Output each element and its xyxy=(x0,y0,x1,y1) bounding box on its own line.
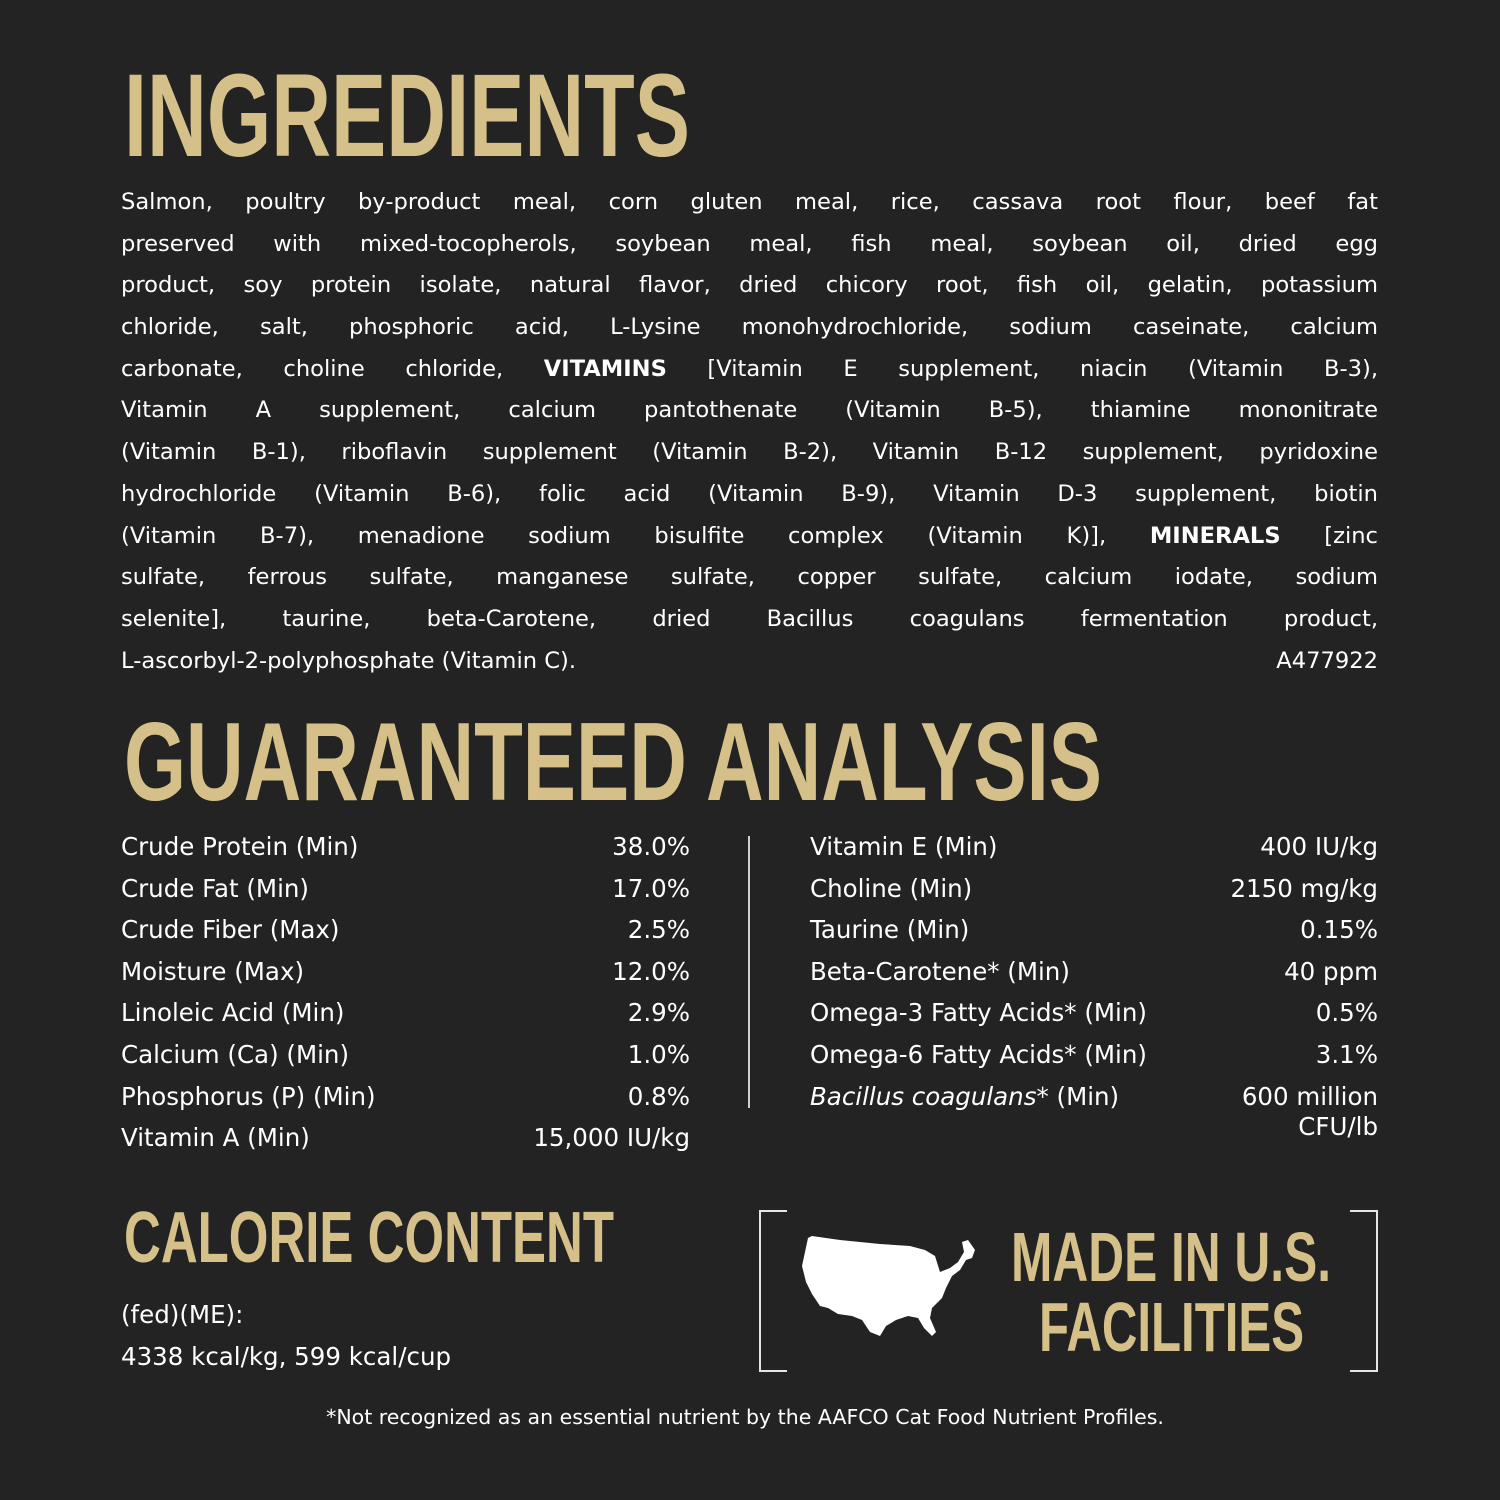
badge-bracket-left xyxy=(759,1210,787,1372)
ingredient-line: carbonate, choline chloride, VITAMINS [V… xyxy=(121,349,1378,391)
footnote: *Not recognized as an essential nutrient… xyxy=(326,1405,1164,1429)
analysis-right-column: Vitamin E (Min) 400 IU/kg Choline (Min) 215… xyxy=(810,826,1378,1159)
bacillus-qualifier: * (Min) xyxy=(1036,1081,1120,1111)
guaranteed-analysis-heading: GUARANTEED ANALYSIS xyxy=(124,700,1102,824)
ingredients-list: Salmon, poultry by-product meal, corn gl… xyxy=(121,182,1378,682)
nutrient-value: 38.0% xyxy=(612,832,690,861)
nutrient-label: Omega-3 Fatty Acids* (Min) xyxy=(810,998,1147,1028)
ingredient-text: L-ascorbyl-2-polyphosphate (Vitamin C). xyxy=(121,647,576,674)
bacillus-value-line1: 600 million xyxy=(1241,1081,1378,1111)
analysis-row: Beta-Carotene* (Min) 40 ppm xyxy=(810,951,1378,993)
nutrient-label: Omega-6 Fatty Acids* (Min) xyxy=(810,1039,1147,1069)
nutrient-value: 40 ppm xyxy=(1284,956,1378,986)
made-in-usa-line2: FACILITIES xyxy=(1039,1288,1304,1366)
calorie-basis: (fed)(ME): xyxy=(121,1300,244,1329)
nutrient-value: 2.9% xyxy=(627,998,690,1028)
analysis-row: Crude Fiber (Max) 2.5% xyxy=(121,909,690,951)
nutrient-label: Phosphorus (P) (Min) xyxy=(121,1081,376,1111)
nutrient-value: 600 million CFU/lb xyxy=(1242,1076,1378,1159)
analysis-row: Phosphorus (P) (Min) 0.8% xyxy=(121,1076,690,1118)
ingredient-text: sulfate, ferrous sulfate, manganese sulf… xyxy=(121,564,1378,591)
bacillus-value-line2: CFU/lb xyxy=(1298,1111,1378,1141)
analysis-row: Omega-6 Fatty Acids* (Min) 3.1% xyxy=(810,1034,1378,1076)
nutrient-label: Taurine (Min) xyxy=(810,915,970,945)
analysis-row: Calcium (Ca) (Min) 1.0% xyxy=(121,1034,690,1076)
analysis-row: Crude Fat (Min) 17.0% xyxy=(121,868,690,910)
ingredient-text: Salmon, poultry by-product meal, corn gl… xyxy=(121,189,1378,215)
made-in-usa-line1: MADE IN U.S. xyxy=(1011,1218,1331,1296)
nutrient-value: 400 IU/kg xyxy=(1260,832,1378,861)
ingredient-text: chloride, salt, phosphoric acid, L-Lysin… xyxy=(121,314,1378,341)
nutrient-value: 15,000 IU/kg xyxy=(533,1123,690,1153)
analysis-row: Crude Protein (Min) 38.0% xyxy=(121,826,690,868)
analysis-row: Linoleic Acid (Min) 2.9% xyxy=(121,992,690,1034)
ingredient-text: carbonate, choline chloride, xyxy=(121,355,544,382)
nutrient-label: Crude Protein (Min) xyxy=(121,832,359,861)
nutrient-value: 2150 mg/kg xyxy=(1230,873,1378,903)
calorie-values: 4338 kcal/kg, 599 kcal/cup xyxy=(121,1342,452,1371)
analysis-row: Moisture (Max) 12.0% xyxy=(121,951,690,993)
analysis-row: Taurine (Min) 0.15% xyxy=(810,909,1378,951)
ingredient-line: sulfate, ferrous sulfate, manganese sulf… xyxy=(121,557,1378,599)
ingredient-line: product, soy protein isolate, natural fl… xyxy=(121,265,1378,307)
nutrient-label: Linoleic Acid (Min) xyxy=(121,998,345,1028)
ingredients-heading: INGREDIENTS xyxy=(124,50,690,182)
ingredient-text: [Vitamin E supplement, niacin (Vitamin B… xyxy=(666,355,1378,382)
ingredient-line: preserved with mixed-tocopherols, soybea… xyxy=(121,224,1378,266)
nutrient-value: 12.0% xyxy=(612,956,690,986)
nutrient-label: Moisture (Max) xyxy=(121,956,304,986)
usa-map-icon xyxy=(802,1236,975,1336)
ingredient-text: preserved with mixed-tocopherols, soybea… xyxy=(121,230,1378,257)
nutrient-label: Crude Fat (Min) xyxy=(121,873,309,903)
ingredient-line: (Vitamin B-1), riboflavin supplement (Vi… xyxy=(121,432,1378,474)
ingredient-text: product, soy protein isolate, natural fl… xyxy=(121,272,1378,299)
nutrient-value: 1.0% xyxy=(627,1039,690,1069)
nutrient-value: 0.5% xyxy=(1315,998,1378,1028)
ingredient-line: Salmon, poultry by-product meal, corn gl… xyxy=(121,182,1378,224)
nutrient-label: Crude Fiber (Max) xyxy=(121,915,340,945)
ingredient-text: hydrochloride (Vitamin B-6), folic acid … xyxy=(121,480,1378,507)
nutrient-label: Vitamin A (Min) xyxy=(121,1123,310,1153)
analysis-row: Omega-3 Fatty Acids* (Min) 0.5% xyxy=(810,992,1378,1034)
nutrient-label: Vitamin E (Min) xyxy=(810,832,998,861)
ingredient-text: (Vitamin B-7), menadione sodium bisulfit… xyxy=(121,522,1150,549)
nutrient-value: 0.8% xyxy=(627,1081,690,1111)
nutrient-value: 3.1% xyxy=(1315,1039,1378,1069)
nutrient-label: Beta-Carotene* (Min) xyxy=(810,956,1070,986)
nutrient-label: Calcium (Ca) (Min) xyxy=(121,1039,350,1069)
nutrient-value: 17.0% xyxy=(612,873,690,903)
ingredient-line: chloride, salt, phosphoric acid, L-Lysin… xyxy=(121,307,1378,349)
ingredient-line: hydrochloride (Vitamin B-6), folic acid … xyxy=(121,474,1378,516)
nutrient-value: 2.5% xyxy=(627,915,690,945)
ingredient-group-label: VITAMINS xyxy=(543,355,667,382)
nutrient-label: Choline (Min) xyxy=(810,873,973,903)
product-code: A477922 xyxy=(1276,647,1378,674)
ingredient-line: selenite], taurine, beta-Carotene, dried… xyxy=(121,599,1378,641)
ingredient-text: (Vitamin B-1), riboflavin supplement (Vi… xyxy=(121,439,1378,466)
calorie-content-heading: CALORIE CONTENT xyxy=(124,1198,614,1278)
ingredient-text: [zinc xyxy=(1280,522,1378,549)
ingredient-line: L-ascorbyl-2-polyphosphate (Vitamin C). A… xyxy=(121,641,1378,683)
nutrient-value: 0.15% xyxy=(1300,915,1378,945)
ingredient-group-label: MINERALS xyxy=(1149,522,1281,549)
nutrient-label: Bacillus coagulans* (Min) xyxy=(810,1076,1119,1159)
analysis-row: Vitamin A (Min) 15,000 IU/kg xyxy=(121,1117,690,1159)
analysis-row-bacillus: Bacillus coagulans* (Min) 600 million CFU/… xyxy=(810,1076,1378,1159)
analysis-left-column: Crude Protein (Min) 38.0% Crude Fat (Min) 1… xyxy=(121,826,690,1159)
bacillus-name: Bacillus coagulans xyxy=(810,1081,1037,1111)
analysis-row: Vitamin E (Min) 400 IU/kg xyxy=(810,826,1378,868)
column-divider xyxy=(748,836,750,1108)
ingredient-line: Vitamin A supplement, calcium pantothena… xyxy=(121,390,1378,432)
analysis-row: Choline (Min) 2150 mg/kg xyxy=(810,868,1378,910)
badge-bracket-right xyxy=(1350,1210,1378,1372)
ingredient-line: (Vitamin B-7), menadione sodium bisulfit… xyxy=(121,516,1378,558)
ingredient-text: selenite], taurine, beta-Carotene, dried… xyxy=(121,605,1378,632)
usa-map-shape xyxy=(802,1236,975,1336)
ingredient-text: Vitamin A supplement, calcium pantothena… xyxy=(121,397,1378,424)
